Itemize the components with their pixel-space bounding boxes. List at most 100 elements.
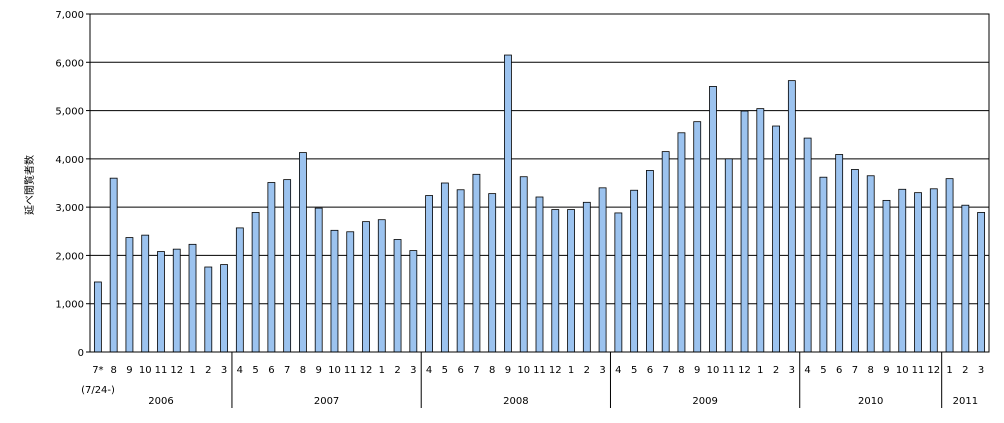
bar xyxy=(204,266,213,353)
bar xyxy=(172,248,181,353)
bar xyxy=(109,177,118,353)
bar xyxy=(551,209,560,353)
bar xyxy=(630,189,639,353)
bar xyxy=(362,221,370,353)
year-labels: 2006 2007 2008 2009 2010 2011 xyxy=(148,396,978,407)
x-tick-label: 5 xyxy=(820,365,826,376)
x-tick-label: 5 xyxy=(631,365,637,376)
x-tick-label: 3 xyxy=(410,365,416,376)
year-label: 2006 xyxy=(148,396,173,407)
x-tick-label: 3 xyxy=(789,365,795,376)
x-tick-label: 9 xyxy=(694,365,700,376)
year-label: 2008 xyxy=(503,396,528,407)
x-tick-label: 2 xyxy=(394,365,400,376)
bar xyxy=(377,219,386,353)
x-tick-labels: 7* 8 9 10 11 12 1 2 3 4 5 6 7 8 9 10 11 12 1 2 3 4 5 6 7 8 9 10 11 12… xyxy=(92,365,984,376)
bar xyxy=(472,173,481,353)
bar xyxy=(314,207,323,353)
bar xyxy=(787,80,796,353)
x-tick-label: 10 xyxy=(896,365,909,376)
x-tick-label: 10 xyxy=(139,365,152,376)
x-tick-label: 11 xyxy=(912,365,925,376)
x-tick-label: 6 xyxy=(647,365,653,376)
bar xyxy=(141,234,150,353)
bar xyxy=(425,195,433,353)
x-tick-label: 1 xyxy=(568,365,574,376)
bar xyxy=(851,169,859,353)
x-tick-label: 8 xyxy=(300,365,306,376)
bar xyxy=(157,251,165,353)
x-tick-label: 8 xyxy=(110,365,116,376)
bar xyxy=(835,154,844,353)
bar xyxy=(220,264,228,353)
bar xyxy=(267,182,276,353)
year-label: 2007 xyxy=(314,396,339,407)
y-tick-label: 0 xyxy=(78,348,84,359)
bar xyxy=(393,239,402,353)
bar xyxy=(866,175,875,353)
y-tick-label: 2,000 xyxy=(55,251,84,262)
plot-frame xyxy=(89,13,990,353)
bar xyxy=(330,229,339,353)
bar xyxy=(235,227,244,353)
x-tick-label: 3 xyxy=(978,365,984,376)
bar xyxy=(977,212,986,353)
y-tick-label: 5,000 xyxy=(55,107,84,118)
x-tick-label: 2 xyxy=(205,365,211,376)
x-tick-label: 12 xyxy=(738,365,751,376)
x-tick-label: 2 xyxy=(962,365,968,376)
x-tick-label: 3 xyxy=(221,365,227,376)
x-tick-label: 4 xyxy=(615,365,621,376)
bar xyxy=(693,121,702,353)
bar xyxy=(929,188,938,353)
x-tick-label: 11 xyxy=(155,365,168,376)
bar xyxy=(646,170,654,353)
x-tick-label: 9 xyxy=(316,365,322,376)
x-tick-label: 7 xyxy=(662,365,668,376)
bar xyxy=(504,54,512,353)
x-tick-label: 6 xyxy=(268,365,274,376)
x-tick-label: 8 xyxy=(489,365,495,376)
x-tick-label: 11 xyxy=(722,365,735,376)
bar xyxy=(93,281,102,353)
bar xyxy=(945,178,954,353)
bar xyxy=(346,231,355,353)
bar xyxy=(614,212,623,353)
y-tick-label: 3,000 xyxy=(55,203,84,214)
x-tick-label: 11 xyxy=(533,365,546,376)
bar xyxy=(898,188,907,353)
y-tick-labels: 0 1,000 2,000 3,000 4,000 5,000 6,000 7,000 xyxy=(55,10,84,359)
bar xyxy=(409,250,418,353)
x-tick-label: 7 xyxy=(473,365,479,376)
x-tick-label: 9 xyxy=(126,365,132,376)
bar xyxy=(819,176,828,353)
year-label: 2010 xyxy=(858,396,883,407)
first-category-note: (7/24-) xyxy=(81,385,115,396)
x-tick-label: 10 xyxy=(707,365,720,376)
x-tick-label: 8 xyxy=(678,365,684,376)
bar xyxy=(961,204,970,353)
bar xyxy=(567,209,575,353)
x-tick-label: 12 xyxy=(549,365,562,376)
year-label: 2011 xyxy=(953,396,978,407)
bar xyxy=(125,237,134,353)
x-tick-label: 2 xyxy=(773,365,779,376)
bar xyxy=(283,179,292,353)
x-tick-label: 6 xyxy=(836,365,842,376)
x-tick-label: 9 xyxy=(505,365,511,376)
bar xyxy=(724,158,733,353)
y-tick-label: 1,000 xyxy=(55,300,84,311)
x-tick-label: 1 xyxy=(189,365,195,376)
x-tick-label: 5 xyxy=(252,365,258,376)
x-tick-label: 6 xyxy=(457,365,463,376)
bar xyxy=(456,189,465,353)
y-tick-label: 4,000 xyxy=(55,155,84,166)
bar xyxy=(709,86,717,353)
x-tick-label: 7 xyxy=(852,365,858,376)
x-tick-label: 5 xyxy=(442,365,448,376)
x-tick-label: 12 xyxy=(170,365,183,376)
bar xyxy=(914,192,922,353)
bar xyxy=(882,199,891,353)
bar xyxy=(299,152,307,353)
